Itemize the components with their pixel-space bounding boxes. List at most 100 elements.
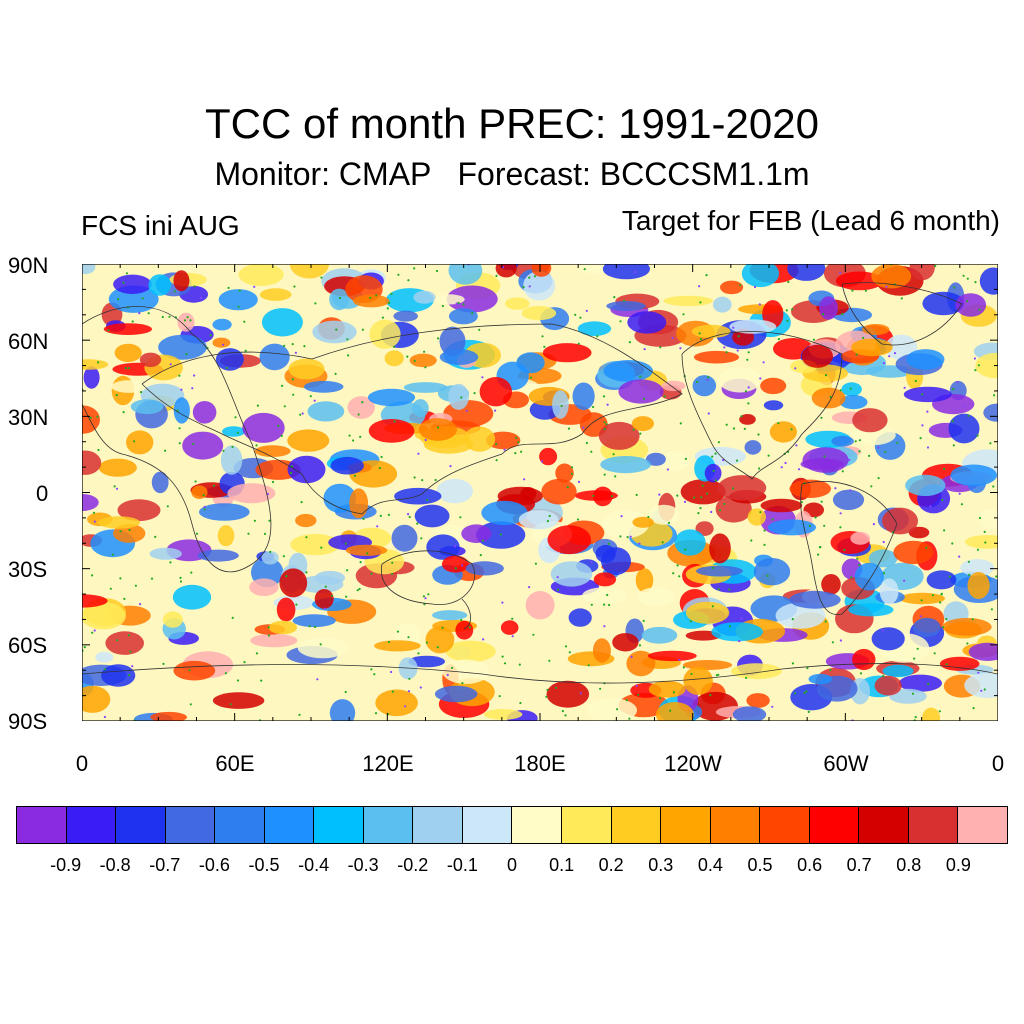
significance-marker xyxy=(280,434,283,437)
colorbar-swatch xyxy=(17,807,67,843)
significance-marker xyxy=(511,617,514,620)
significance-marker xyxy=(314,302,317,305)
significance-marker xyxy=(882,362,886,365)
significance-marker xyxy=(150,577,154,580)
significance-marker xyxy=(346,569,349,572)
significance-marker xyxy=(717,441,721,444)
significance-marker xyxy=(839,639,843,642)
significance-marker xyxy=(882,540,885,544)
significance-marker xyxy=(498,695,501,698)
significance-marker xyxy=(607,542,611,545)
field-cell xyxy=(192,401,217,424)
correlation-field xyxy=(82,264,998,721)
significance-marker xyxy=(556,588,559,591)
significance-marker xyxy=(763,543,766,546)
significance-marker xyxy=(700,496,703,499)
significance-marker xyxy=(359,435,362,438)
significance-marker xyxy=(501,601,504,604)
colorbar-label: 0.6 xyxy=(797,855,823,875)
significance-marker xyxy=(659,697,662,700)
significance-marker xyxy=(967,414,970,417)
field-cell xyxy=(218,289,258,311)
significance-marker xyxy=(545,695,548,698)
significance-marker xyxy=(817,553,820,556)
significance-marker xyxy=(454,567,457,570)
field-cell xyxy=(760,498,803,513)
colorbar-swatch xyxy=(611,807,662,843)
significance-marker xyxy=(619,320,622,323)
significance-marker xyxy=(787,280,790,284)
field-cell xyxy=(612,633,639,652)
colorbar-label: -0.9 xyxy=(50,855,82,875)
significance-marker xyxy=(370,668,373,671)
significance-marker xyxy=(992,485,995,488)
significance-marker xyxy=(266,492,269,496)
field-cell xyxy=(692,375,717,397)
field-cell xyxy=(802,447,849,473)
significance-marker xyxy=(462,303,465,306)
significance-marker xyxy=(195,532,199,535)
field-cell xyxy=(712,296,732,313)
field-cell xyxy=(922,291,965,316)
significance-marker xyxy=(255,652,258,655)
colorbar-label: 0.1 xyxy=(549,855,575,875)
significance-marker xyxy=(766,574,769,577)
field-cell xyxy=(832,489,865,510)
significance-marker xyxy=(390,670,393,674)
significance-marker xyxy=(577,342,580,345)
significance-marker xyxy=(633,270,637,274)
significance-marker xyxy=(862,336,865,339)
field-cell xyxy=(618,379,664,404)
significance-marker xyxy=(858,450,861,453)
significance-marker xyxy=(234,416,237,419)
significance-marker xyxy=(564,714,567,717)
field-cell xyxy=(983,403,998,422)
field-cell xyxy=(481,500,528,525)
significance-marker xyxy=(976,548,980,551)
significance-marker xyxy=(920,599,923,602)
significance-marker xyxy=(608,603,611,607)
field-cell xyxy=(82,685,111,713)
significance-marker xyxy=(282,555,285,558)
significance-marker xyxy=(806,667,809,670)
significance-marker xyxy=(243,320,246,323)
field-cell xyxy=(98,458,137,477)
significance-marker xyxy=(162,662,165,665)
significance-marker xyxy=(623,299,626,302)
significance-marker xyxy=(676,494,679,497)
significance-marker xyxy=(386,307,389,310)
significance-marker xyxy=(771,518,774,521)
colorbar-label: 0 xyxy=(506,855,518,875)
significance-marker xyxy=(283,405,286,408)
significance-marker xyxy=(977,671,980,674)
significance-marker xyxy=(93,520,96,523)
significance-marker xyxy=(637,693,640,696)
significance-marker xyxy=(864,289,868,292)
field-cell xyxy=(287,429,330,452)
colorbar-label: -0.5 xyxy=(248,855,280,875)
field-cell xyxy=(268,620,298,635)
significance-marker xyxy=(643,348,646,351)
field-cell xyxy=(606,301,646,311)
significance-marker xyxy=(335,328,338,331)
significance-marker xyxy=(777,422,780,425)
significance-marker xyxy=(984,541,987,544)
field-cell xyxy=(330,456,364,475)
significance-marker xyxy=(256,404,259,407)
significance-marker xyxy=(423,350,426,353)
significance-marker xyxy=(570,466,574,469)
significance-marker xyxy=(473,392,476,395)
colorbar-label: -0.4 xyxy=(298,855,330,875)
significance-marker xyxy=(820,416,823,419)
significance-marker xyxy=(882,572,886,575)
field-cell xyxy=(801,344,834,368)
significance-marker xyxy=(805,690,808,693)
significance-marker xyxy=(629,535,632,538)
field-cell xyxy=(602,264,650,280)
field-cell xyxy=(682,660,733,670)
significance-marker xyxy=(511,635,514,638)
field-cell xyxy=(329,699,356,721)
significance-marker xyxy=(534,562,537,565)
field-cell xyxy=(968,642,998,661)
field-cell xyxy=(582,587,628,604)
